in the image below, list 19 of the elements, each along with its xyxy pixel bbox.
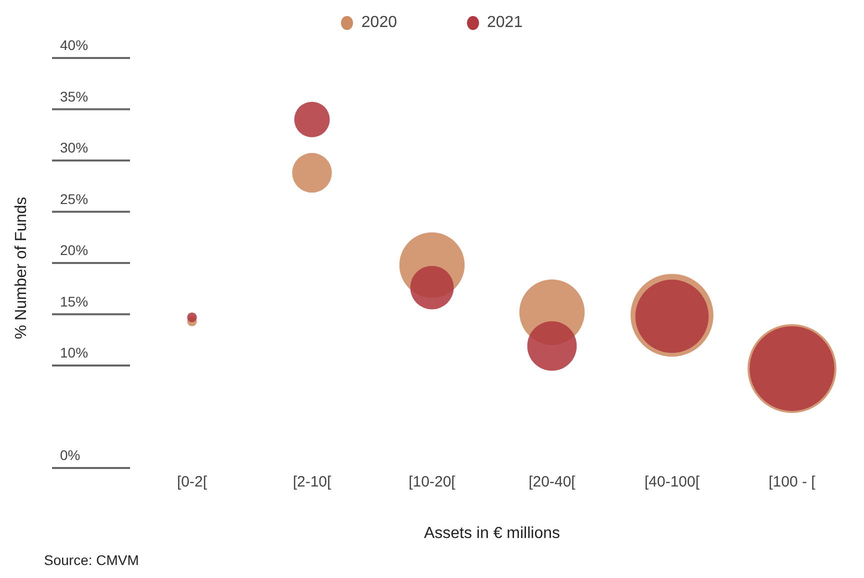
source-note: Source: CMVM	[44, 552, 139, 568]
y-axis-title: % Number of Funds	[13, 196, 31, 340]
y-tick-label: 10%	[60, 344, 88, 360]
legend-label: 2020	[361, 14, 397, 32]
y-tick-label: 25%	[60, 190, 88, 207]
x-tick-label: [0-2[	[176, 474, 208, 491]
y-tick-label: 30%	[60, 140, 88, 156]
y-tick-label: 35%	[60, 88, 88, 104]
y-tick-label: 15%	[60, 293, 88, 310]
y-tick-label: 20%	[60, 242, 88, 258]
y-tick-label: 0%	[60, 447, 80, 463]
x-tick-label: [20-40[	[528, 474, 576, 491]
x-tick-label: [2-10[	[292, 474, 332, 491]
x-axis-title: Assets in € millions	[424, 525, 560, 542]
y-tick-label: 40%	[60, 37, 88, 53]
x-tick-label: [40-100[	[644, 474, 700, 491]
legend-label: 2021	[487, 14, 523, 32]
x-tick-label: [100 - [	[768, 474, 816, 491]
x-tick-label: [10-20[	[408, 474, 456, 491]
